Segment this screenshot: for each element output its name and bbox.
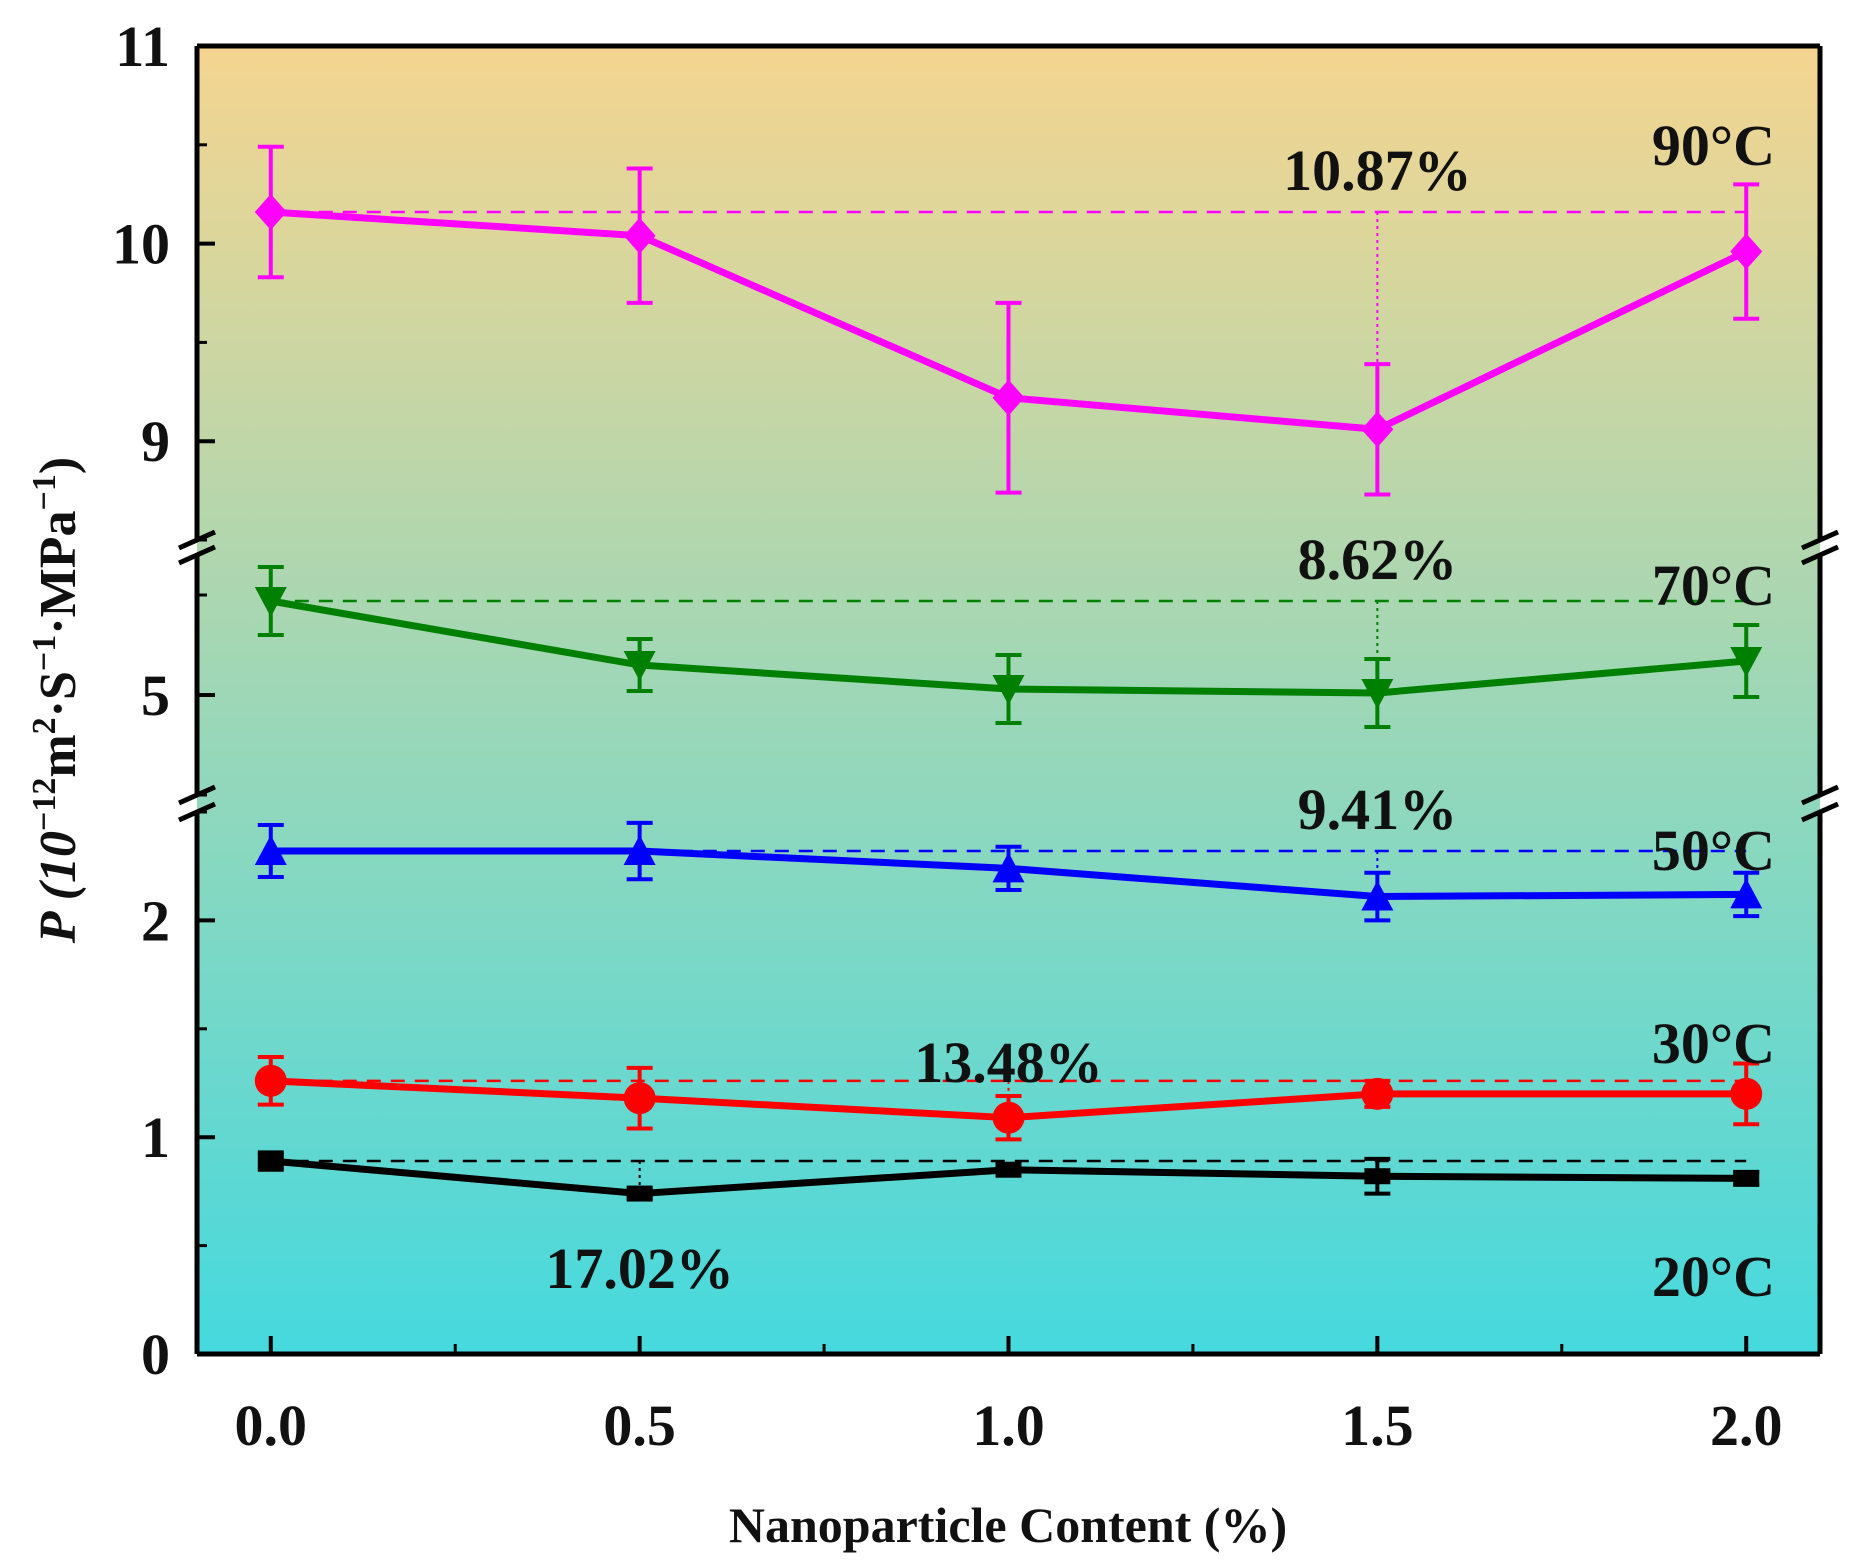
data-point	[1361, 880, 1394, 911]
data-point	[254, 1064, 287, 1097]
data-point	[992, 1101, 1025, 1134]
series-label-50°C: 50°C	[1652, 818, 1775, 883]
data-point	[623, 217, 656, 254]
y-tick-label: 11	[115, 14, 170, 79]
y-tick-label: 5	[141, 663, 170, 728]
data-point	[623, 835, 656, 866]
y-title-mid2: ·S	[30, 671, 87, 717]
series-label-20°C: 20°C	[1652, 1244, 1775, 1309]
data-point	[1733, 1170, 1760, 1187]
x-tick-label: 2.0	[1710, 1393, 1783, 1458]
data-point	[1730, 647, 1763, 677]
data-point	[254, 193, 287, 230]
data-point	[626, 1185, 653, 1202]
y-axis-title: P (10−12m2·S−1·MPa−1)	[26, 457, 87, 944]
x-tick-label: 1.5	[1341, 1393, 1414, 1458]
data-point	[257, 1153, 284, 1170]
y-tick-label: 9	[141, 409, 170, 474]
data-point	[254, 835, 287, 866]
data-point	[623, 651, 656, 681]
series-label-70°C: 70°C	[1652, 553, 1775, 618]
percent-annotation-50°C: 9.41%	[1298, 777, 1458, 842]
percent-annotation-30°C: 13.48%	[914, 1030, 1103, 1095]
y-title-exp3: −1	[26, 635, 63, 671]
data-point	[992, 852, 1025, 883]
data-point	[992, 379, 1025, 416]
y-tick-label: 0	[141, 1322, 170, 1387]
x-axis-title: Nanoparticle Content (%)	[729, 1497, 1287, 1553]
x-tick-label: 0.5	[603, 1393, 676, 1458]
axis-break-mark-1-1-0	[1800, 784, 1840, 806]
y-tick-label: 1	[141, 1105, 170, 1170]
data-point	[995, 1161, 1022, 1178]
axis-break-mark-0-1-1	[1800, 544, 1840, 566]
x-tick-label: 1.0	[972, 1393, 1045, 1458]
series-label-30°C: 30°C	[1652, 1011, 1775, 1076]
y-title-mid: m	[30, 734, 87, 777]
y-title-base: P (10	[30, 831, 87, 944]
y-title-exp4: −1	[26, 474, 63, 510]
series-label-90°C: 90°C	[1652, 113, 1775, 178]
data-point	[1361, 1077, 1394, 1110]
y-tick-label: 10	[112, 212, 170, 277]
axis-break-mark-0-0-1	[177, 544, 217, 566]
axis-break-mark-0-1-0	[1800, 529, 1840, 551]
data-point	[1361, 679, 1394, 709]
y-title-end: )	[30, 457, 87, 474]
y-title-exp2: 2	[26, 717, 63, 734]
percent-annotation-90°C: 10.87%	[1283, 138, 1472, 203]
data-point	[1730, 1077, 1763, 1110]
x-tick-label: 0.0	[235, 1393, 308, 1458]
data-point	[254, 587, 287, 617]
y-tick-label: 2	[141, 888, 170, 953]
svg-text:P (10−12m2·S−1·MPa−1): P (10−12m2·S−1·MPa−1)	[26, 457, 87, 944]
data-point	[992, 675, 1025, 705]
axis-break-mark-1-1-1	[1800, 801, 1840, 823]
data-point	[1730, 878, 1763, 909]
y-title-exp1: −12	[26, 778, 63, 831]
data-point	[1361, 411, 1394, 448]
y-title-mid3: ·MPa	[30, 511, 87, 635]
data-point	[1730, 233, 1763, 270]
percent-annotation-20°C: 17.02%	[545, 1236, 734, 1301]
data-point	[623, 1082, 656, 1115]
percent-annotation-70°C: 8.62%	[1298, 527, 1458, 592]
data-point	[1364, 1168, 1391, 1185]
